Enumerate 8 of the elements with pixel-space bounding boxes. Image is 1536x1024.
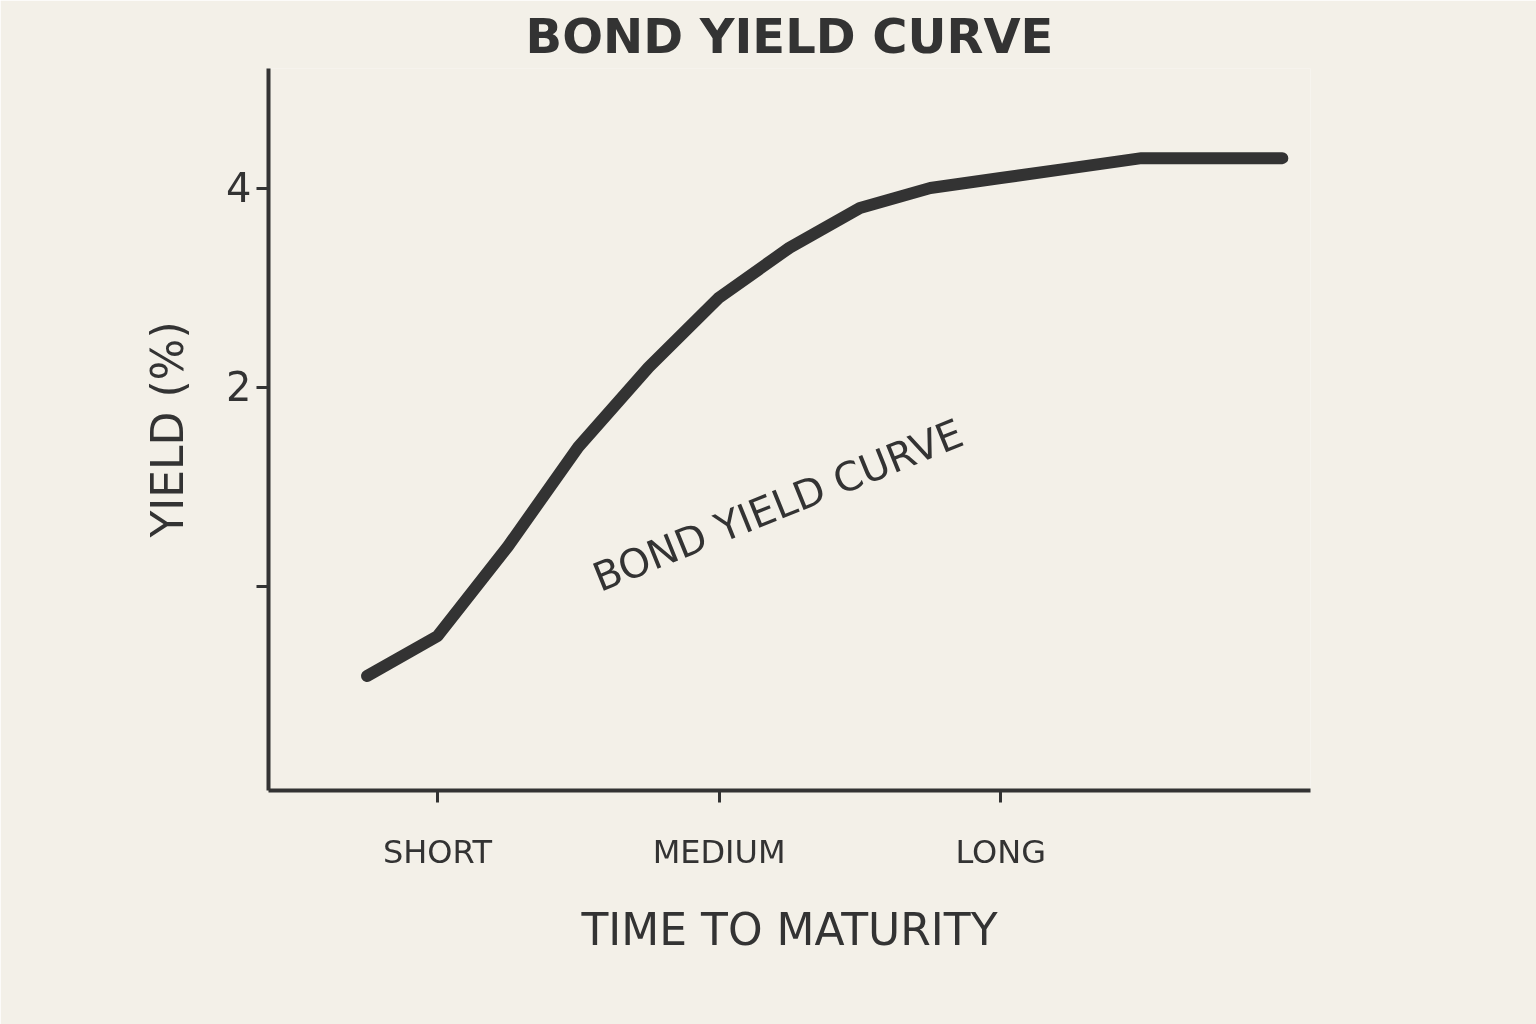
chart-title: BOND YIELD CURVE: [525, 7, 1054, 64]
y-tick-label: 4: [226, 165, 252, 211]
x-axis-title: TIME TO MATURITY: [580, 903, 998, 955]
x-tick-label: MEDIUM: [652, 832, 786, 871]
y-tick-label: 2: [226, 364, 252, 411]
x-tick-label: LONG: [955, 832, 1047, 871]
x-tick-label: SHORT: [382, 832, 493, 871]
y-axis-title: YIELD (%): [142, 321, 194, 539]
